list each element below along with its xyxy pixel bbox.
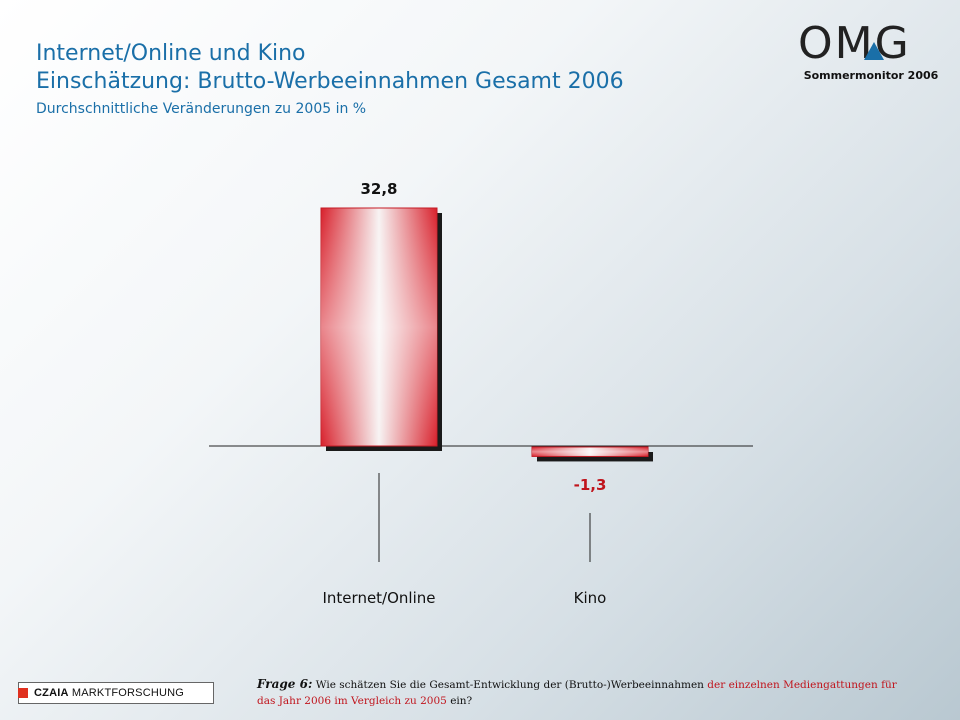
question-text-1: Wie schätzen Sie die Gesamt-Entwicklung … <box>312 679 708 691</box>
logo-caption: Sommermonitor 2006 <box>803 69 939 82</box>
category-label: Internet/Online <box>323 589 436 607</box>
question-footnote: Frage 6: Wie schätzen Sie die Gesamt-Ent… <box>257 676 917 709</box>
badge-brand: CZAIA <box>34 687 69 699</box>
bar-highlight <box>321 208 437 446</box>
question-text-red: der einzelnen Mediengattungen für das Ja… <box>257 679 897 707</box>
question-label: Frage 6: <box>257 677 313 691</box>
value-label: -1,3 <box>574 476 607 494</box>
badge-square-icon <box>18 688 28 698</box>
logo-triangle-icon <box>864 42 884 60</box>
czaia-badge: CZAIA MARKTFORSCHUNG <box>18 682 214 704</box>
omg-logo-text: OMG <box>798 18 911 66</box>
chart-marks: 32,8 Internet/Online -1,3 Kino <box>320 180 653 607</box>
chart-title-line1: Internet/Online und Kino <box>36 41 306 66</box>
title-block: Internet/Online und Kino Einschätzung: B… <box>36 40 624 120</box>
question-text-2: ein? <box>446 695 473 707</box>
chart-title-line2: Einschätzung: Brutto-Werbeeinnahmen Gesa… <box>36 69 624 94</box>
badge-rest: MARKTFORSCHUNG <box>68 687 185 699</box>
omg-logo: OMG <box>798 18 911 66</box>
chart-subtitle: Durchschnittliche Veränderungen zu 2005 … <box>36 101 367 117</box>
bar-highlight <box>532 447 648 457</box>
value-label: 32,8 <box>360 180 397 198</box>
category-label: Kino <box>574 589 607 607</box>
